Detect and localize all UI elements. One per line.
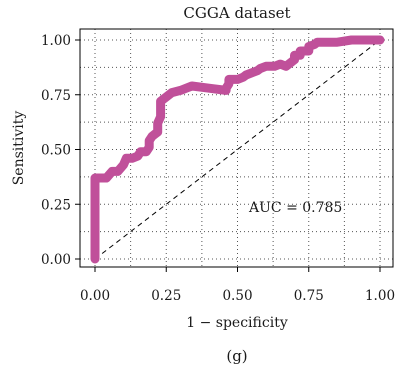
figure-caption: (g) [226,347,247,365]
x-tick-label: 0.50 [222,288,252,304]
x-tick-label: 0.00 [80,288,110,304]
y-axis: 0.00 0.25 0.50 0.75 1.00 [41,33,80,268]
y-tick-label: 0.25 [41,197,71,213]
reference-diagonal [94,39,381,260]
x-axis: 0.00 0.25 0.50 0.75 1.00 [80,267,395,304]
x-tick-label: 1.00 [365,288,395,304]
chart-title: CGGA dataset [183,4,290,22]
y-tick-label: 0.75 [41,88,71,104]
x-axis-label: 1 − specificity [186,315,288,331]
x-tick-label: 0.75 [294,288,324,304]
roc-curve [90,35,385,264]
grid [80,29,393,267]
y-tick-label: 0.50 [41,143,71,159]
auc-annotation: AUC = 0.785 [248,200,342,216]
y-tick-label: 0.00 [41,252,71,268]
y-tick-label: 1.00 [41,33,71,49]
plot-frame [79,28,394,268]
y-axis-label: Sensitivity [11,111,27,186]
x-tick-label: 0.25 [151,288,181,304]
